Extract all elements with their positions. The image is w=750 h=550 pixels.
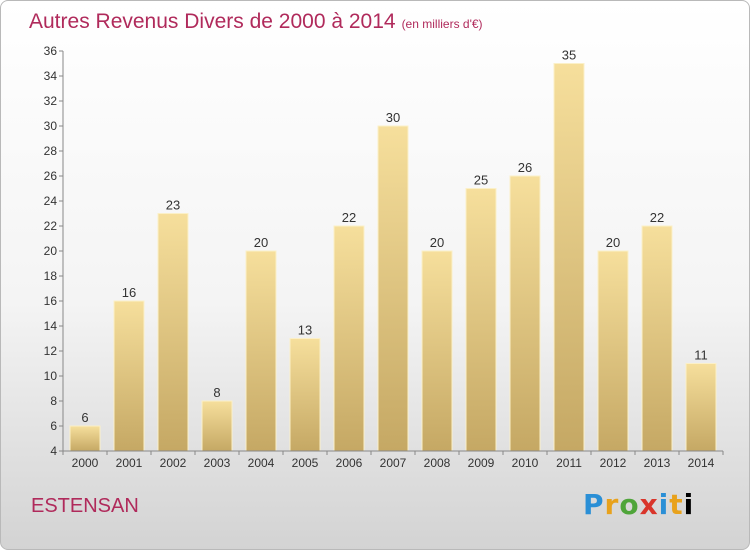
bar-value-label: 23 — [166, 198, 180, 213]
logo-letter: i — [683, 488, 695, 521]
x-tick-label: 2000 — [72, 456, 99, 470]
y-tick-label: 28 — [44, 144, 58, 158]
bar — [333, 225, 365, 452]
bar — [69, 425, 101, 452]
bar — [245, 250, 277, 452]
y-tick-label: 6 — [50, 419, 57, 433]
y-tick-label: 36 — [44, 44, 58, 58]
bar-value-label: 26 — [518, 160, 532, 175]
y-tick-label: 4 — [50, 444, 57, 458]
x-tick-label: 2001 — [116, 456, 143, 470]
y-tick-label: 18 — [44, 269, 58, 283]
bar — [113, 300, 145, 452]
x-tick-label: 2008 — [424, 456, 451, 470]
bar-value-label: 11 — [694, 348, 708, 363]
bar — [553, 63, 585, 452]
bars: 6 16 23 8 20 13 22 30 20 25 26 35 20 22 11 — [69, 48, 717, 452]
bar-value-label: 22 — [342, 210, 356, 225]
x-tick-label: 2013 — [644, 456, 671, 470]
bar-value-label: 22 — [650, 210, 664, 225]
bar-value-label: 20 — [606, 235, 620, 250]
x-tick-label: 2004 — [248, 456, 275, 470]
y-tick-label: 12 — [44, 344, 58, 358]
bar-value-label: 20 — [254, 235, 268, 250]
bar — [509, 175, 541, 452]
x-tick-label: 2011 — [556, 456, 582, 470]
bar-value-label: 16 — [122, 285, 136, 300]
x-tick-label: 2002 — [160, 456, 187, 470]
y-tick-label: 30 — [44, 119, 58, 133]
logo-letter: r — [604, 488, 620, 521]
logo-letter: x — [639, 488, 659, 521]
y-tick-label: 22 — [44, 219, 58, 233]
chart-title-text: Autres Revenus Divers de 2000 à 2014 — [29, 10, 396, 33]
x-tick-label: 2012 — [600, 456, 627, 470]
bar-value-label: 20 — [430, 235, 444, 250]
y-tick-label: 20 — [44, 244, 58, 258]
proxiti-logo: Proxiti — [583, 488, 694, 521]
commune-name: ESTENSAN — [31, 495, 139, 517]
y-tick-label: 34 — [44, 69, 58, 83]
bar-value-label: 8 — [213, 385, 220, 400]
y-tick-label: 26 — [44, 169, 58, 183]
x-tick-label: 2003 — [204, 456, 231, 470]
bar — [201, 400, 233, 452]
y-tick-label: 8 — [50, 394, 57, 408]
bar — [641, 225, 673, 452]
x-tick-label: 2005 — [292, 456, 319, 470]
logo-letter: o — [619, 488, 640, 521]
bar-value-label: 25 — [474, 173, 488, 188]
x-tick-label: 2006 — [336, 456, 363, 470]
y-tick-label: 14 — [44, 319, 58, 333]
bar — [597, 250, 629, 452]
logo-letter: i — [658, 488, 670, 521]
logo-letter: P — [583, 488, 605, 521]
logo-letter: t — [669, 488, 684, 521]
y-tick-label: 16 — [44, 294, 58, 308]
bar-value-label: 30 — [386, 110, 400, 125]
bar — [465, 188, 497, 452]
bar — [685, 363, 717, 452]
bar — [421, 250, 453, 452]
x-tick-label: 2010 — [512, 456, 539, 470]
y-axis: 4 6 8 10 12 14 16 18 20 22 24 26 28 30 32 34 36 — [44, 44, 64, 458]
chart-unit: (en milliers d'€) — [401, 17, 483, 31]
bar — [157, 213, 189, 452]
bar-value-label: 6 — [81, 410, 88, 425]
y-tick-label: 10 — [44, 369, 58, 383]
x-tick-label: 2009 — [468, 456, 495, 470]
bar — [289, 338, 321, 452]
x-tick-label: 2007 — [380, 456, 407, 470]
x-axis: 2000 2001 2002 2003 2004 2005 2006 2007 2008 2009… — [62, 450, 724, 470]
y-tick-label: 32 — [44, 94, 58, 108]
bar-value-label: 35 — [562, 48, 576, 63]
bar — [377, 125, 409, 452]
bar-value-label: 13 — [298, 323, 312, 338]
chart-title: Autres Revenus Divers de 2000 à 2014 (en … — [29, 10, 483, 34]
y-tick-label: 24 — [44, 194, 58, 208]
x-tick-label: 2014 — [688, 456, 715, 470]
